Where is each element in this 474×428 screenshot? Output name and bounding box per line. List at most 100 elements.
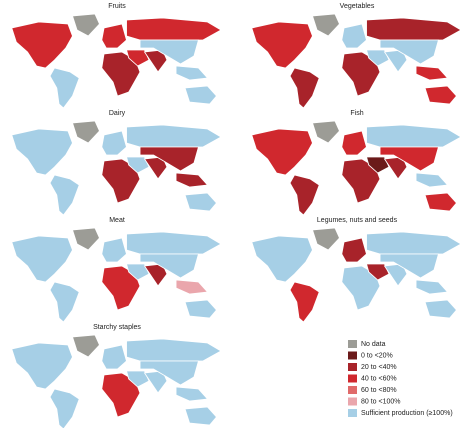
legend-label: 0 to <20% [361,352,393,359]
region [126,338,222,362]
region [49,388,80,428]
region [379,253,440,279]
region [424,85,458,105]
legend-swatch [348,363,357,371]
region [125,263,150,281]
legend-label: 80 to <100% [361,398,401,405]
region [184,299,218,319]
region [366,124,462,148]
region [379,146,440,172]
region [311,13,341,37]
panel-title: Legumes, nuts and seeds [317,217,398,224]
world-map [11,227,222,323]
region [415,279,449,295]
region [365,156,390,174]
region [341,51,381,97]
region [139,39,200,65]
region [415,172,449,188]
legend-label: Sufficient production (≥100%) [361,410,453,417]
region [366,231,462,255]
region [101,158,141,204]
region [289,67,320,109]
region [11,21,73,69]
panel-title: Dairy [109,110,126,117]
legend-label: No data [361,341,386,348]
region [175,172,209,188]
region [71,334,101,358]
region [175,386,209,402]
legend-swatch [348,397,357,406]
region [365,263,390,281]
region [424,299,458,319]
region [126,17,222,41]
world-map [11,13,222,109]
world-map [251,13,462,109]
legend-label: 60 to <80% [361,387,397,394]
legend-swatch [348,351,357,360]
panel-title: Fish [350,110,363,117]
world-map [11,334,222,428]
region [289,174,320,216]
region [71,120,101,144]
region [101,344,127,370]
region [49,67,80,109]
region [184,85,218,105]
legend-swatch [348,374,357,383]
region [289,281,320,323]
region [101,372,141,418]
region [125,49,150,67]
region [11,128,73,176]
region [101,237,127,263]
region [101,130,127,156]
region [126,124,222,148]
region [311,120,341,144]
region [101,265,141,311]
region [126,231,222,255]
region [175,65,209,81]
region [251,235,313,283]
legend-swatch [348,386,357,394]
panel-title: Meat [109,217,125,224]
legend-label: 20 to <40% [361,364,397,371]
region [379,39,440,65]
region [49,174,80,216]
region [139,360,200,386]
region [251,21,313,69]
region [184,406,218,426]
world-map [11,120,222,216]
region [366,17,462,41]
region [125,156,150,174]
panel-title: Starchy staples [93,324,141,331]
legend-label: 40 to <60% [361,375,397,382]
region [11,235,73,283]
region [184,192,218,212]
region [365,49,390,67]
region [71,13,101,37]
region [341,158,381,204]
region [311,227,341,251]
region [11,342,73,390]
region [415,65,449,81]
region [175,279,209,295]
region [49,281,80,323]
region [341,23,367,49]
region [139,146,200,172]
region [424,192,458,212]
legend-swatch [348,340,357,348]
region [101,23,127,49]
world-map [251,120,462,216]
region [341,265,381,311]
region [71,227,101,251]
panel-title: Vegetables [340,3,375,10]
region [139,253,200,279]
region [251,128,313,176]
panel-title: Fruits [108,3,126,10]
world-map [251,227,462,323]
region [101,51,141,97]
legend-swatch [348,409,357,417]
region [341,237,367,263]
region [125,370,150,388]
region [341,130,367,156]
